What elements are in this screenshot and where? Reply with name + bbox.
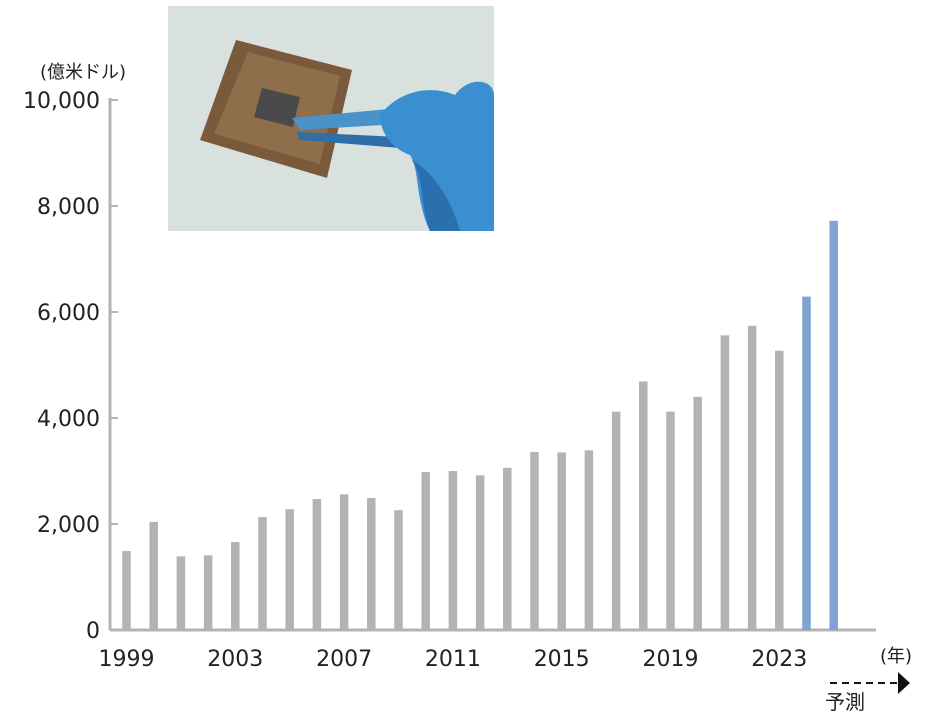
forecast-label: 予測: [825, 690, 865, 714]
forecast-bar: [802, 296, 811, 630]
chip-die: [254, 88, 300, 127]
bar: [285, 509, 294, 630]
x-tick-labels: 1999 2003 2007 2011 2015 2019 2023: [99, 647, 808, 672]
bar: [339, 494, 349, 630]
glove: [380, 81, 494, 231]
bar: [639, 381, 648, 630]
y-tick-label: 0: [86, 619, 100, 644]
chip-photo: [168, 6, 494, 231]
bar: [720, 335, 730, 630]
forecast-arrow-icon: [898, 672, 910, 694]
x-tick-label: 2003: [207, 647, 263, 672]
bar: [312, 499, 322, 630]
y-tick-labels: 0 2,000 4,000 6,000 8,000 10,000: [23, 89, 118, 644]
y-unit-label: (億米ドル): [40, 62, 126, 83]
bars: [122, 220, 838, 630]
x-unit-label: (年): [880, 646, 912, 667]
y-tick-label: 8,000: [37, 195, 100, 220]
bar: [503, 467, 512, 630]
y-tick-label: 4,000: [37, 407, 100, 432]
bar: [231, 542, 240, 630]
x-tick-label: 2019: [643, 647, 699, 672]
bar: [747, 325, 757, 630]
x-tick-label: 1999: [99, 647, 155, 672]
bar: [775, 350, 784, 630]
x-tick-label: 2023: [751, 647, 807, 672]
bar: [122, 551, 131, 630]
y-tick-label: 2,000: [37, 513, 100, 538]
bar: [367, 498, 376, 630]
bar: [611, 411, 621, 630]
y-tick-label: 10,000: [23, 89, 100, 114]
bar: [203, 555, 213, 630]
bar: [530, 451, 539, 630]
bar: [176, 556, 186, 630]
bar: [584, 450, 594, 630]
microchip-with-tweezers-icon: [200, 40, 494, 231]
bar: [475, 475, 485, 630]
bar: [448, 471, 458, 630]
x-tick-label: 2015: [534, 647, 590, 672]
bar: [557, 452, 566, 630]
x-tick-label: 2011: [425, 647, 481, 672]
y-tick-label: 6,000: [37, 301, 100, 326]
forecast-indicator: 予測: [825, 672, 910, 714]
bar: [666, 411, 675, 630]
bar: [258, 517, 267, 630]
tweezer-lower: [296, 132, 425, 150]
x-tick-label: 2007: [316, 647, 372, 672]
bar: [394, 510, 403, 630]
bar: [149, 521, 158, 630]
bar: [421, 472, 430, 630]
forecast-bar: [829, 220, 838, 630]
glove-shadow: [412, 160, 460, 231]
bar: [693, 396, 702, 630]
